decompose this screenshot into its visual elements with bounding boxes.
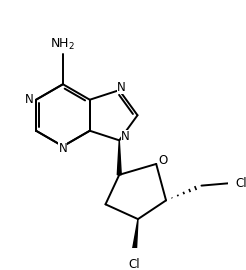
Text: N: N xyxy=(25,93,34,106)
Polygon shape xyxy=(117,140,121,175)
Text: NH$_2$: NH$_2$ xyxy=(50,37,76,52)
Text: N: N xyxy=(121,130,130,143)
Text: N: N xyxy=(117,81,126,94)
Text: O: O xyxy=(158,154,168,167)
Polygon shape xyxy=(132,219,138,254)
Text: N: N xyxy=(59,142,67,155)
Text: Cl: Cl xyxy=(128,258,140,270)
Text: Cl: Cl xyxy=(235,177,246,190)
